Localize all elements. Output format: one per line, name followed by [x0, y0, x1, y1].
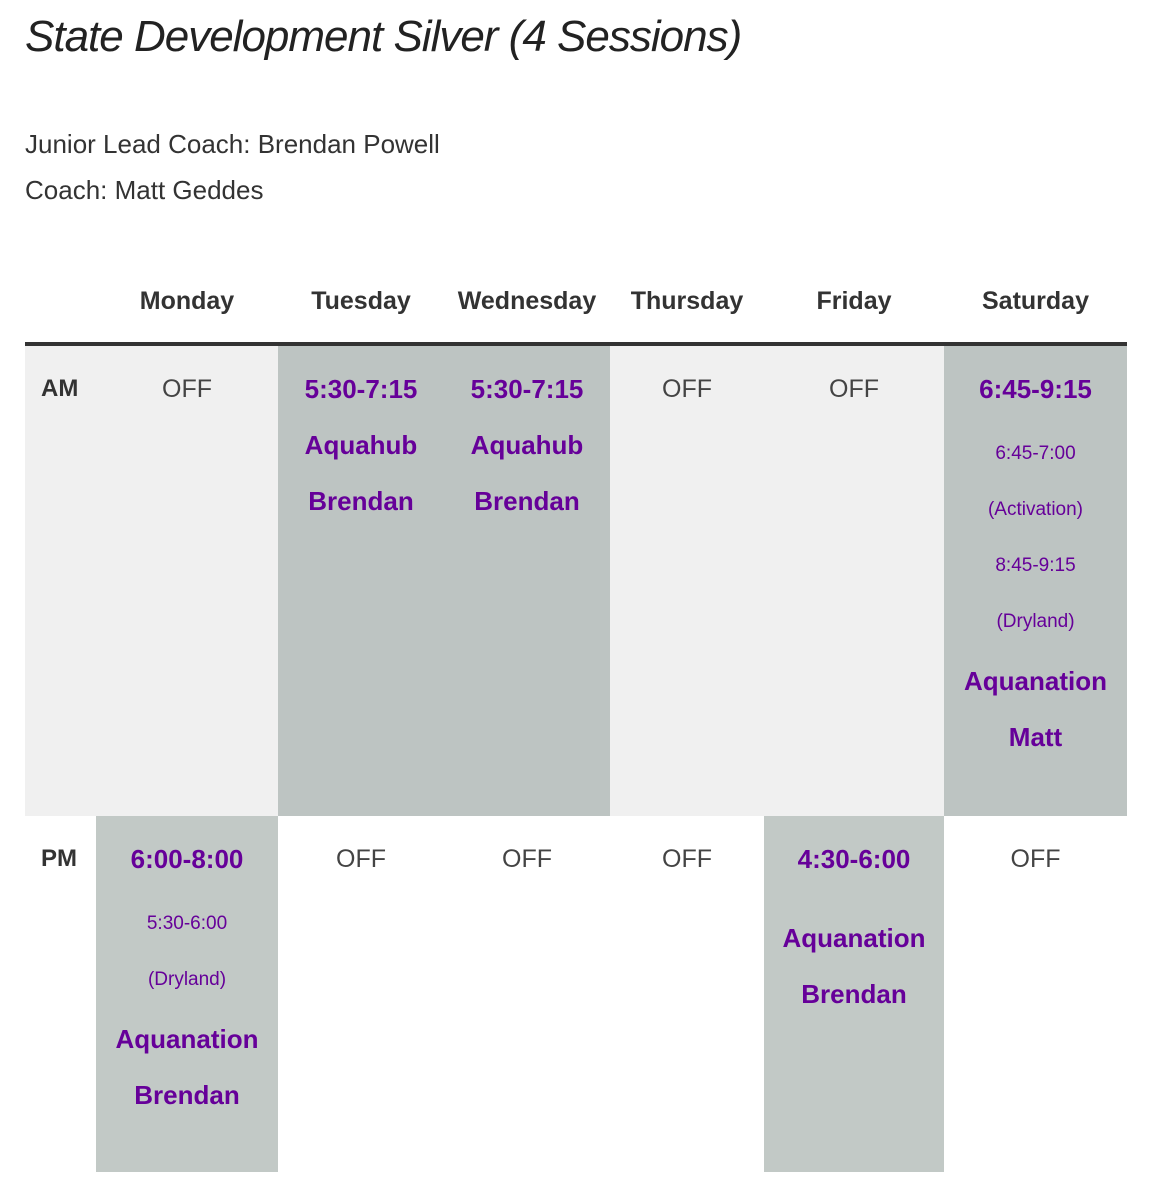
off-text: OFF: [162, 375, 212, 403]
coach-text: Coach: Matt Geddes: [25, 175, 264, 205]
session-detail: (Dryland): [996, 611, 1075, 632]
am-tuesday-cell: 5:30-7:15 Aquahub Brendan: [278, 346, 444, 816]
am-saturday-cell: 6:45-9:15 6:45-7:00 (Activation) 8:45-9:…: [944, 346, 1127, 816]
pm-label: PM: [41, 845, 77, 872]
session-detail: 8:45-9:15: [995, 555, 1076, 576]
session-coach: Brendan: [801, 979, 907, 1009]
off-text: OFF: [336, 845, 386, 873]
header-saturday: Saturday: [982, 287, 1089, 315]
off-text: OFF: [662, 845, 712, 873]
am-wednesday-cell: 5:30-7:15 Aquahub Brendan: [444, 346, 610, 816]
pm-monday-cell: 6:00-8:00 5:30-6:00 (Dryland) Aquanation…: [96, 816, 278, 1172]
session-detail: (Dryland): [147, 969, 227, 990]
am-label: AM: [41, 375, 79, 402]
schedule-header-row: Monday Tuesday Wednesday Thursday Friday…: [25, 268, 1127, 346]
session-time: 5:30-7:15: [470, 374, 584, 404]
pm-tuesday-cell: OFF: [278, 816, 444, 1172]
pm-saturday-cell: OFF: [944, 816, 1127, 1172]
session-venue: Aquanation: [115, 1024, 259, 1054]
session-coach: Brendan: [308, 486, 414, 516]
pm-row: PM 6:00-8:00 5:30-6:00 (Dryland) Aquanat…: [25, 816, 1127, 1172]
session-detail: (Activation): [987, 499, 1084, 520]
off-text: OFF: [1010, 845, 1061, 873]
pm-wednesday-cell: OFF: [444, 816, 610, 1172]
header-thursday: Thursday: [630, 287, 744, 315]
am-thursday-cell: OFF: [610, 346, 764, 816]
session-coach: Brendan: [134, 1080, 240, 1110]
am-monday-cell: OFF: [96, 346, 278, 816]
session-venue: Aquahub: [470, 430, 584, 460]
lead-coach-text: Junior Lead Coach: Brendan Powell: [25, 129, 440, 159]
header-monday: Monday: [139, 287, 235, 315]
session-detail: 5:30-6:00: [146, 913, 228, 934]
session-detail: 6:45-7:00: [995, 443, 1076, 464]
session-time: 5:30-7:15: [304, 374, 418, 404]
session-time: 6:45-9:15: [979, 374, 1092, 404]
header-friday: Friday: [816, 287, 892, 315]
am-row: AM OFF 5:30-7:15 Aquahub Brendan 5:30-7:…: [25, 346, 1127, 816]
off-text: OFF: [502, 845, 552, 873]
pm-friday-cell: 4:30-6:00 Aquanation Brendan: [764, 816, 944, 1172]
session-coach: Matt: [1008, 722, 1063, 752]
off-text: OFF: [662, 375, 712, 403]
schedule-table: Monday Tuesday Wednesday Thursday Friday…: [25, 268, 1127, 1172]
pm-thursday-cell: OFF: [610, 816, 764, 1172]
session-time: 4:30-6:00: [797, 844, 911, 874]
am-friday-cell: OFF: [764, 346, 944, 816]
header-wednesday: Wednesday: [457, 287, 597, 315]
session-time: 6:00-8:00: [130, 844, 244, 874]
session-coach: Brendan: [474, 486, 580, 516]
session-venue: Aquanation: [782, 923, 926, 953]
session-venue: Aquanation: [964, 666, 1107, 696]
session-venue: Aquahub: [304, 430, 418, 460]
off-text: OFF: [829, 375, 879, 403]
header-tuesday: Tuesday: [311, 287, 411, 315]
page-title: State Development Silver (4 Sessions): [25, 12, 742, 61]
